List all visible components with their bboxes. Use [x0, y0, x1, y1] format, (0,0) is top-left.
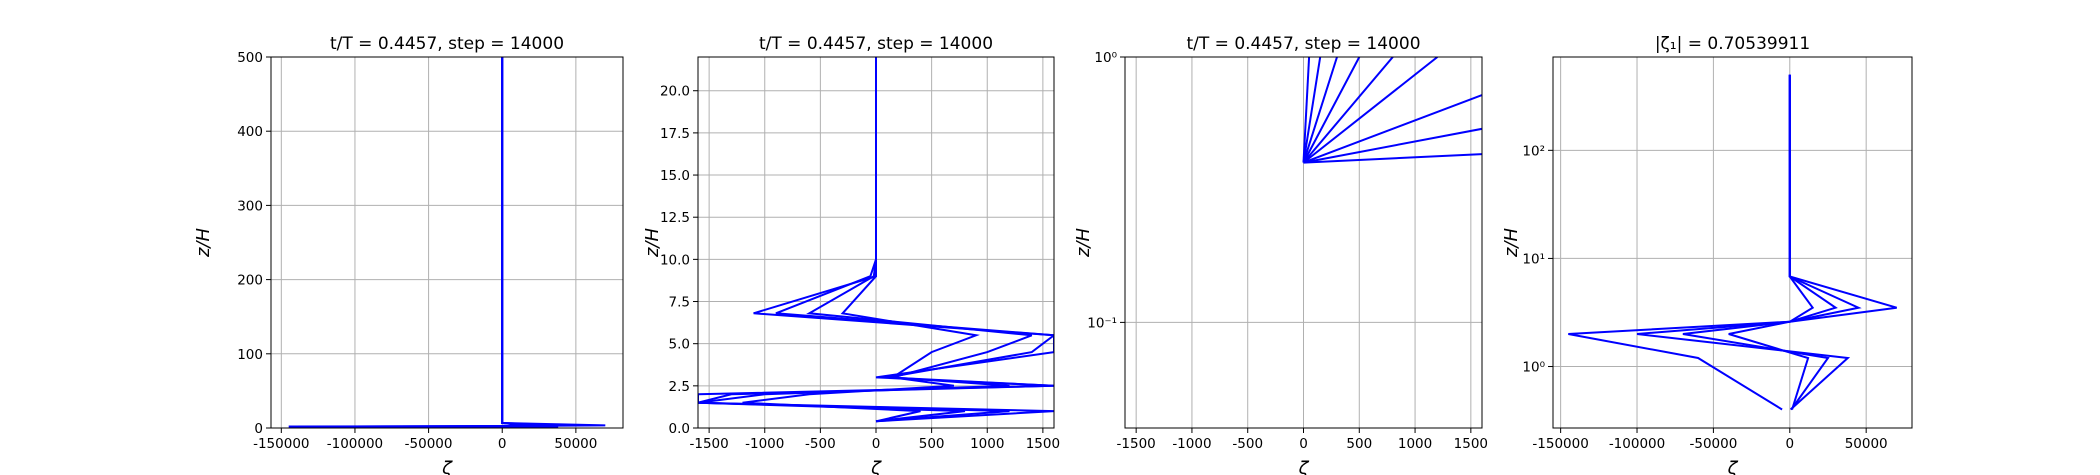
x-tick-label: -500	[1232, 436, 1263, 452]
x-tick-label: 0	[1299, 436, 1308, 452]
y-tick-label: 10⁰	[1522, 360, 1545, 376]
panel: -1500 -1000 -500 0 500 1000 1500 0.0 2.5 5.0 7.5 10…	[642, 34, 1060, 475]
profile-line	[288, 57, 606, 428]
y-axis-label: z/H	[1501, 228, 1522, 259]
panel: -1500 -1000 -500 0 500 1000 1500 10⁻¹ 10⁰ t/T = 0…	[1073, 34, 1488, 475]
y-axis-label: z/H	[1073, 228, 1094, 259]
x-tick-label: -1500	[690, 436, 729, 452]
x-tick-label: 50000	[1845, 436, 1888, 452]
profile-line	[1302, 57, 1322, 163]
chart-title: t/T = 0.4457, step = 14000	[759, 34, 993, 54]
profile-line	[742, 57, 980, 423]
profile-line	[1303, 127, 1482, 164]
x-tick-label: -500	[805, 436, 836, 452]
profile-line	[698, 57, 1033, 423]
x-tick-label: 0	[872, 436, 881, 452]
y-tick-label: 10²	[1522, 143, 1545, 159]
chart-title: |ζ₁| = 0.70539911	[1655, 34, 1810, 54]
x-tick-label: 1000	[1398, 436, 1432, 452]
lines	[1302, 57, 1482, 164]
profile-line	[1302, 57, 1338, 163]
profile-line	[443, 57, 525, 428]
y-tick-label: 100	[237, 347, 263, 363]
x-tick-label: 500	[919, 436, 945, 452]
profile-line	[1636, 74, 1862, 411]
chart-title: t/T = 0.4457, step = 14000	[330, 34, 564, 54]
axes-frame	[270, 56, 624, 429]
x-axis-label: ζ	[1727, 458, 1739, 475]
lines	[698, 57, 1054, 423]
profile-line	[1682, 74, 1838, 411]
x-axis-label: ζ	[1298, 458, 1310, 475]
axes-frame	[1552, 56, 1913, 429]
y-tick-label: 17.5	[660, 126, 690, 142]
y-tick-label: 5.0	[669, 337, 690, 353]
lines	[288, 57, 606, 428]
y-tick-label: 500	[237, 50, 263, 66]
lines	[1568, 74, 1897, 411]
y-tick-label: 12.5	[660, 210, 690, 226]
profile-line	[1303, 153, 1482, 164]
panel: -150000 -100000 -50000 0 50000 10⁰ 10¹ 10² |ζ₁| …	[1501, 34, 1913, 475]
profile-line	[1728, 74, 1815, 410]
chart-title: t/T = 0.4457, step = 14000	[1186, 34, 1420, 54]
y-tick-label: 15.0	[660, 168, 690, 184]
y-tick-label: 10⁰	[1094, 50, 1117, 66]
panel: -150000 -100000 -50000 0 50000 0 100 200 300 400 5…	[193, 34, 624, 475]
profile-line	[1302, 57, 1439, 164]
profile-line	[1302, 57, 1361, 164]
y-axis-label: z/H	[193, 228, 214, 259]
profile-line	[354, 57, 569, 428]
profile-line	[1303, 93, 1482, 164]
y-tick-label: 200	[237, 273, 263, 289]
y-tick-label: 400	[237, 124, 263, 140]
x-tick-label: 0	[498, 436, 507, 452]
x-tick-label: -150000	[253, 436, 309, 452]
x-tick-label: -50000	[1689, 436, 1737, 452]
y-tick-label: 20.0	[660, 84, 690, 100]
y-tick-label: 0.0	[669, 421, 690, 437]
y-tick-label: 2.5	[669, 379, 690, 395]
profile-line	[1302, 57, 1311, 163]
y-tick-label: 10⁻¹	[1087, 315, 1117, 331]
x-tick-label: -1000	[1172, 436, 1211, 452]
x-tick-label: -1000	[745, 436, 784, 452]
y-tick-label: 7.5	[669, 295, 690, 311]
x-axis-label: ζ	[870, 458, 882, 475]
profile-line	[1302, 57, 1394, 164]
profile-line	[399, 57, 547, 428]
x-tick-label: 50000	[554, 436, 597, 452]
y-axis-label: z/H	[642, 228, 663, 259]
x-tick-label: -1500	[1117, 436, 1156, 452]
x-axis-label: ζ	[441, 458, 453, 475]
y-tick-label: 0	[254, 421, 263, 437]
y-tick-label: 10¹	[1522, 251, 1545, 267]
x-tick-label: 0	[1785, 436, 1794, 452]
x-tick-label: -150000	[1532, 436, 1588, 452]
x-tick-label: 1500	[1026, 436, 1060, 452]
x-tick-label: -50000	[405, 436, 453, 452]
x-tick-label: 1000	[970, 436, 1004, 452]
axes-frame	[697, 56, 1055, 429]
y-tick-label: 10.0	[660, 252, 690, 268]
y-tick-label: 300	[237, 198, 263, 214]
x-tick-label: -100000	[1609, 436, 1665, 452]
axes-frame	[1124, 56, 1483, 429]
x-tick-label: 500	[1346, 436, 1372, 452]
x-tick-label: 1500	[1454, 436, 1488, 452]
x-tick-label: -100000	[327, 436, 383, 452]
